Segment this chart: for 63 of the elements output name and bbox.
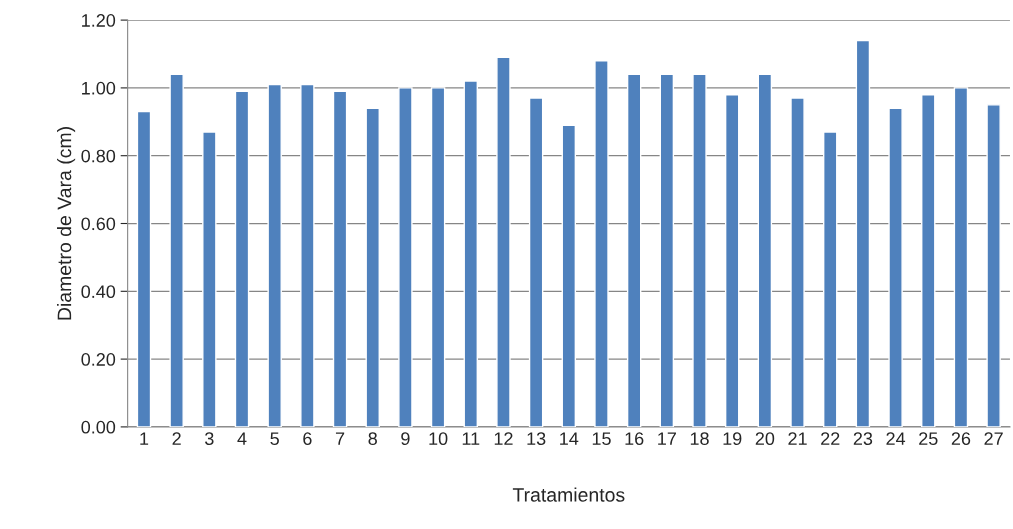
y-tick-label: 0.80 (81, 149, 116, 163)
x-tick-label: 11 (462, 432, 480, 445)
x-tick-label: 10 (429, 432, 448, 446)
x-tick-label: 25 (919, 432, 938, 446)
bar (953, 87, 969, 427)
bar (332, 90, 348, 427)
x-tick-label: 14 (560, 432, 579, 445)
x-tick-label: 6 (303, 432, 312, 446)
bar (594, 60, 609, 427)
bar (430, 87, 446, 427)
x-tick-label: 26 (951, 432, 971, 446)
bar (888, 107, 903, 427)
y-tick-label: 1.20 (82, 14, 116, 27)
x-tick-label: 24 (886, 432, 906, 445)
bar (724, 93, 740, 427)
x-tick-label: 12 (494, 432, 513, 445)
x-tick-label: 23 (853, 432, 873, 446)
bar (561, 124, 577, 427)
bar (136, 110, 152, 427)
y-tick-label: 0.60 (81, 217, 116, 231)
x-tick-label: 1 (140, 432, 149, 445)
y-tick-label: 1.00 (82, 81, 116, 95)
bar (398, 87, 413, 427)
bar (300, 83, 315, 427)
x-tick-label: 18 (690, 432, 709, 446)
x-tick-label: 7 (335, 432, 345, 445)
bar (692, 73, 707, 427)
x-tick-label: 19 (723, 432, 742, 446)
bar (463, 80, 478, 427)
x-tick-label: 8 (368, 432, 377, 446)
x-tick-label: 21 (788, 432, 807, 445)
x-axis-title: Tratamientos (512, 487, 625, 502)
x-tick-label: 17 (658, 432, 676, 445)
x-tick-label: 2 (172, 432, 181, 445)
x-tick-label: 22 (821, 432, 840, 445)
x-tick-label: 9 (401, 432, 410, 446)
x-tick-label: 16 (625, 432, 644, 446)
x-tick-label: 4 (237, 432, 247, 445)
bar (496, 56, 511, 427)
x-tick-label: 15 (592, 432, 611, 446)
bar (659, 73, 675, 427)
y-axis-title: Diametro de Vara (cm) (57, 127, 76, 320)
bar (986, 104, 1001, 427)
x-tick-label: 13 (527, 432, 546, 446)
bar (365, 107, 380, 427)
bar (528, 97, 544, 427)
bar (267, 83, 282, 427)
y-tick-label: 0.00 (81, 420, 116, 434)
bar (234, 90, 250, 427)
y-tick-label: 0.20 (81, 353, 116, 366)
bar (757, 73, 773, 427)
x-tick-label: 20 (755, 432, 775, 446)
x-tick-label: 5 (270, 432, 279, 446)
bar (626, 73, 642, 427)
y-tick-label: 0.40 (81, 285, 116, 299)
bar (855, 39, 871, 427)
bar (169, 73, 184, 427)
bar (790, 97, 805, 427)
bar (202, 131, 217, 427)
bar (921, 93, 936, 427)
x-tick-label: 3 (205, 432, 214, 446)
bar (822, 131, 838, 427)
x-tick-label: 27 (984, 432, 1003, 445)
